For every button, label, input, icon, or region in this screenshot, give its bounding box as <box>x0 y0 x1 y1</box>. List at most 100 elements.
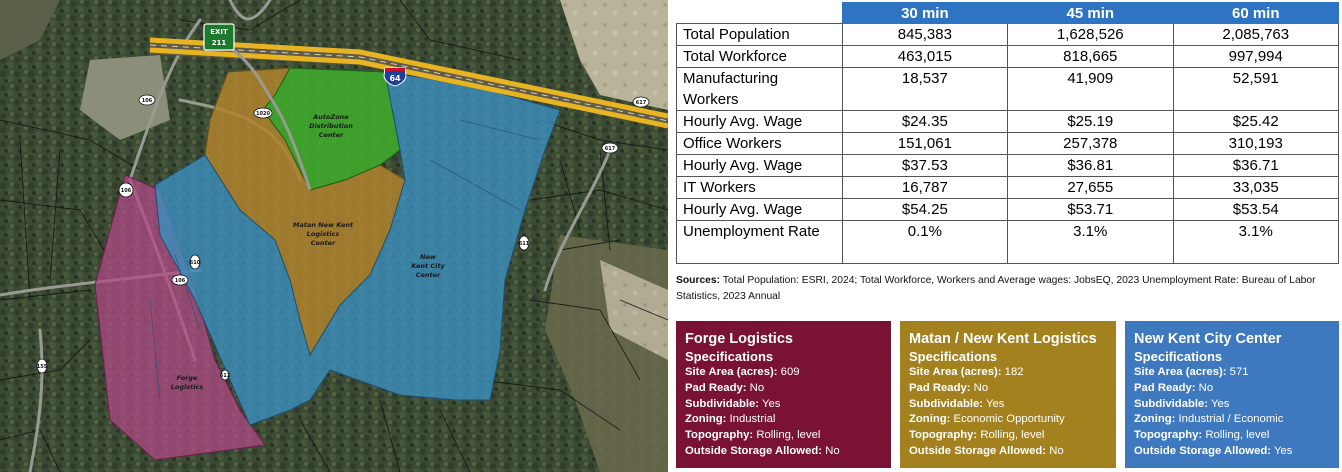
cell-30-min: 16,787 <box>841 176 1009 199</box>
cell-30-min: 18,537 <box>841 67 1009 111</box>
spec-key: Pad Ready: <box>685 381 747 394</box>
table-row: Hourly Avg. Wage $37.53 $36.81 $36.71 <box>676 154 1339 177</box>
table-row: Total Workforce 463,015 818,665 997,994 <box>676 45 1339 68</box>
spec-key: Zoning: <box>909 413 951 426</box>
spec-key: Site Area (acres): <box>1134 366 1227 378</box>
route-shield-8: 106 <box>171 274 189 286</box>
row-label: Hourly Avg. Wage <box>676 154 843 177</box>
route-shield-4: 617 <box>632 96 650 108</box>
spec-key: Pad Ready: <box>909 381 971 394</box>
spec-key: Zoning: <box>685 413 727 426</box>
field-ne <box>560 0 668 110</box>
field-nw <box>0 0 60 60</box>
nkcc-label-line-2: Kent City <box>411 262 445 270</box>
spec-zoning: Zoning: Industrial / Economic <box>1134 412 1331 428</box>
spec-value: 609 <box>780 366 800 378</box>
internal-lines <box>149 119 541 401</box>
cell-60-min: $25.42 <box>1172 110 1339 133</box>
site-map[interactable]: 64 EXIT 211 106 106 1020 617 <box>0 0 668 472</box>
exit-211-sign: EXIT 211 <box>203 23 235 51</box>
matan-label-line-2: Logistics <box>307 230 340 238</box>
row-label: Office Workers <box>676 132 843 155</box>
route-shield-2-number: 106 <box>142 98 153 104</box>
spec-subdividable: Subdividable: Yes <box>909 397 1108 413</box>
matan-label-line-3: Center <box>311 239 336 247</box>
spec-key: Site Area (acres): <box>909 366 1002 378</box>
route-shield-1: 106 <box>118 182 134 198</box>
route-shield-2: 106 <box>138 94 156 106</box>
row-label: Total Population <box>676 23 843 46</box>
spec-pad-ready: Pad Ready: No <box>909 381 1108 397</box>
field-se-2 <box>600 260 668 360</box>
spec-key: Site Area (acres): <box>685 366 778 378</box>
sources-note: Sources: Total Population: ESRI, 2024; T… <box>676 273 1338 305</box>
cell-60-min: 33,035 <box>1172 176 1339 199</box>
route-shield-7: 610 <box>189 254 201 270</box>
card-title: New Kent City Center <box>1134 331 1282 347</box>
route-shield-9: 155 <box>36 358 48 374</box>
spec-key: Topography: <box>685 429 754 442</box>
cell-60-min: 52,591 <box>1172 67 1339 111</box>
row-label: Hourly Avg. Wage <box>676 198 843 221</box>
cell-60-min: 997,994 <box>1172 45 1339 68</box>
route-shield-3: 1020 <box>253 107 273 119</box>
table-header-60-min: 60 min <box>1172 2 1339 24</box>
spec-value: No <box>1198 381 1214 394</box>
exit-sign-line-1: EXIT <box>210 28 228 36</box>
card-title: Matan / New Kent Logistics <box>909 331 1097 347</box>
cell-45-min: 41,909 <box>1007 67 1174 111</box>
new-kent-city-center-card: New Kent City Center Specifications Site… <box>1125 321 1339 468</box>
spec-pad-ready: Pad Ready: No <box>1134 381 1331 397</box>
route-shield-6-number: 611 <box>519 241 530 247</box>
cell-60-min: 310,193 <box>1172 132 1339 155</box>
cell-45-min: 3.1% <box>1007 220 1174 264</box>
route-shield-6: 611 <box>518 235 530 251</box>
spec-key: Outside Storage Allowed: <box>1134 444 1272 457</box>
autozone-label-line-2: Distribution <box>309 122 353 130</box>
cell-60-min: 2,085,763 <box>1172 23 1339 46</box>
cell-60-min: 3.1% <box>1172 220 1339 264</box>
cell-45-min: $53.71 <box>1007 198 1174 221</box>
table-row: Manufacturing Workers 18,537 41,909 52,5… <box>676 67 1339 111</box>
spec-value: Yes <box>1273 444 1293 457</box>
matan-label-line-1: Matan New Kent <box>293 221 354 229</box>
spec-value: Industrial / Economic <box>1178 413 1284 426</box>
route-shield-1-number: 106 <box>121 188 132 194</box>
spec-site-area: Site Area (acres): 182 <box>909 365 1108 381</box>
cell-45-min: $25.19 <box>1007 110 1174 133</box>
table-row: Hourly Avg. Wage $54.25 $53.71 $53.54 <box>676 198 1339 221</box>
route-shield-10-number: 612 <box>220 373 231 379</box>
spec-value: Yes <box>762 397 781 410</box>
route-shield-3-number: 1020 <box>256 111 270 117</box>
sources-label: Sources: <box>676 275 721 286</box>
spec-key: Zoning: <box>1134 413 1176 426</box>
spec-value: Yes <box>986 397 1005 410</box>
forge-logistics-card: Forge Logistics Specifications Site Area… <box>676 321 891 468</box>
spec-zoning: Zoning: Industrial <box>685 412 883 428</box>
forge-label-line-1: Forge <box>177 374 198 382</box>
card-subtitle: Specifications <box>909 349 998 364</box>
interstate-64-number: 64 <box>389 74 401 83</box>
cell-30-min: $54.25 <box>841 198 1009 221</box>
cell-45-min: 257,378 <box>1007 132 1174 155</box>
autozone-label-line-3: Center <box>319 131 344 139</box>
table-row: Office Workers 151,061 257,378 310,193 <box>676 132 1339 155</box>
table-header-row: 30 min 45 min 60 min <box>676 2 1339 24</box>
spec-topography: Topography: Rolling, level <box>1134 428 1331 444</box>
route-shield-10: 612 <box>220 369 231 381</box>
row-label: Manufacturing Workers <box>676 67 843 111</box>
row-label: Unemployment Rate <box>676 220 843 264</box>
route-shield-4-number: 617 <box>636 100 647 106</box>
cell-30-min: 151,061 <box>841 132 1009 155</box>
table-header-45-min: 45 min <box>1007 2 1174 24</box>
card-subtitle: Specifications <box>1134 349 1223 364</box>
exit-sign-line-2: 211 <box>212 39 227 47</box>
spec-topography: Topography: Rolling, level <box>909 428 1108 444</box>
parcel-lines <box>0 0 668 472</box>
spec-value: No <box>825 444 840 457</box>
spec-pad-ready: Pad Ready: No <box>685 381 883 397</box>
spec-value: No <box>749 381 765 394</box>
spec-key: Topography: <box>909 429 978 442</box>
spec-value: Rolling, level <box>980 429 1045 442</box>
autozone-label-line-1: AutoZone <box>312 113 349 121</box>
